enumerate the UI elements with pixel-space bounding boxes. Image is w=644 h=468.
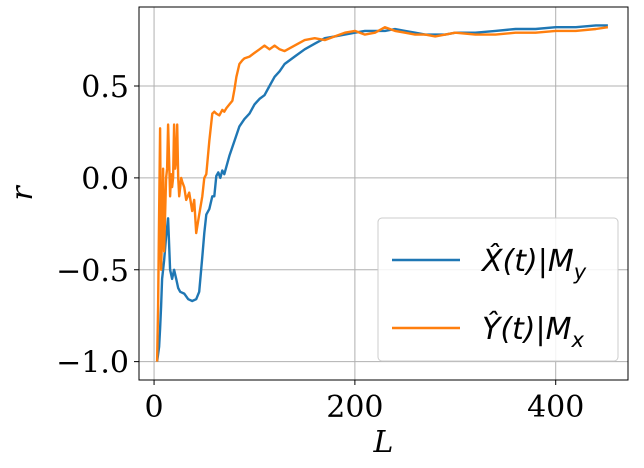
x-axis-ticks: 0 200 400 xyxy=(145,380,584,425)
x-tick-label: 0 xyxy=(145,390,164,425)
y-tick-label: −1.0 xyxy=(56,346,129,381)
x-axis-label: L xyxy=(373,425,394,460)
plot-frame xyxy=(138,6,629,381)
x-tick-label: 400 xyxy=(527,390,584,425)
y-tick-label: 0.5 xyxy=(81,70,129,105)
legend: X̂(t)|My Ŷ(t)|Mx xyxy=(377,217,619,362)
y-tick-label: 0.0 xyxy=(81,162,129,197)
y-axis-label: r xyxy=(5,185,40,201)
y-tick-label: −0.5 xyxy=(56,254,129,289)
series-line-2 xyxy=(155,26,609,362)
legend-box xyxy=(377,217,619,362)
series-lines xyxy=(155,24,609,362)
y-axis-ticks: −1.0 −0.5 0.0 0.5 xyxy=(56,70,139,381)
legend-label: X̂(t)|My xyxy=(480,243,587,284)
x-tick-label: 200 xyxy=(326,390,383,425)
legend-label: Ŷ(t)|Mx xyxy=(482,310,585,352)
